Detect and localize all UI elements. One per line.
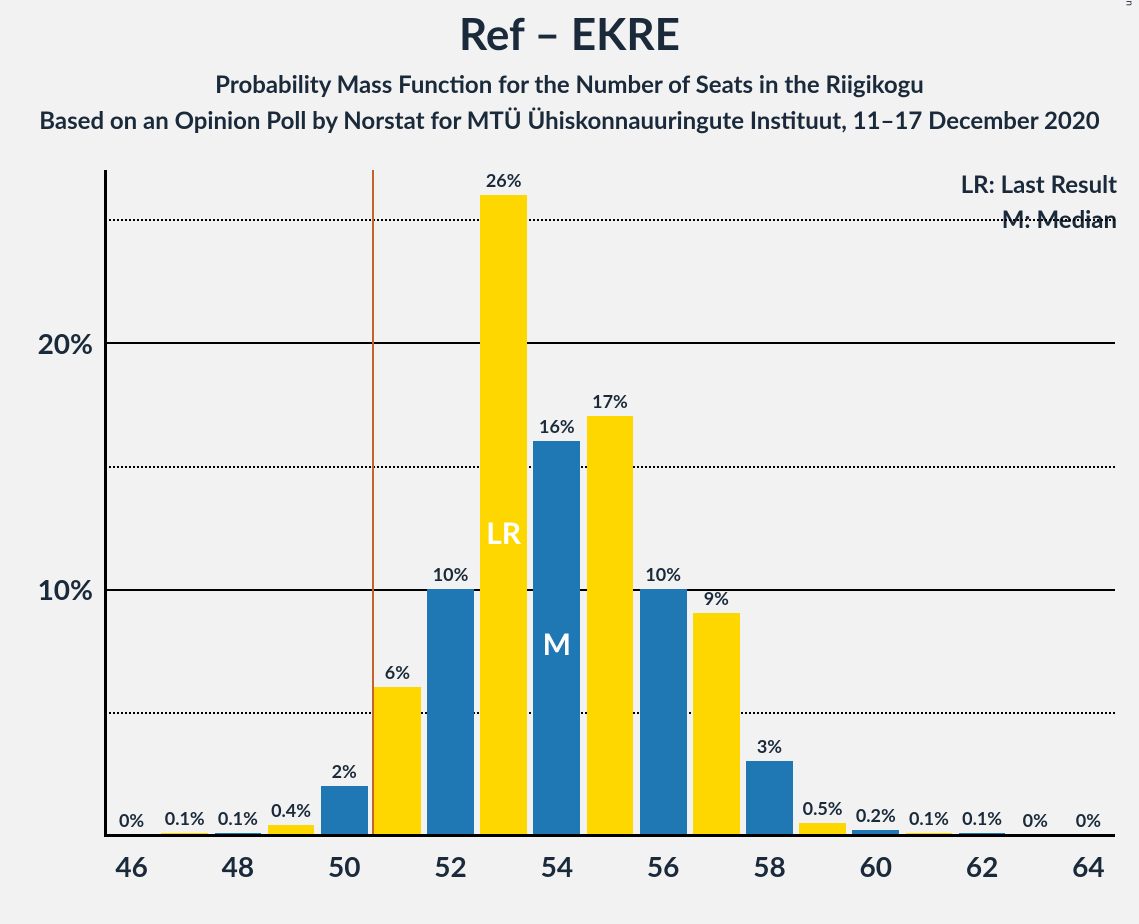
x-tick-label: 56 <box>637 849 690 883</box>
lr-marker: LR <box>480 515 527 551</box>
gridline-major <box>105 342 1115 344</box>
bar-value-label: 10% <box>421 563 479 585</box>
bar-value-label: 17% <box>581 390 639 412</box>
bar-value-label: 26% <box>474 169 532 191</box>
bar-value-label: 0.1% <box>953 807 1011 829</box>
bar <box>640 589 687 835</box>
bar-value-label: 10% <box>634 563 692 585</box>
bar-value-label: 9% <box>687 587 745 609</box>
x-tick-label: 50 <box>318 849 371 883</box>
bar-value-label: 3% <box>740 735 798 757</box>
x-tick-label: 60 <box>849 849 902 883</box>
bar-value-label: 0.4% <box>262 799 320 821</box>
bar-value-label: 0% <box>1059 809 1117 831</box>
x-axis <box>104 834 1115 837</box>
x-tick-label: 58 <box>743 849 796 883</box>
x-tick-label: 64 <box>1062 849 1115 883</box>
bar-value-label: 0.5% <box>793 797 851 819</box>
y-tick-label: 10% <box>38 572 93 606</box>
plot-area: 10%20%0%0.1%0.1%0.4%2%6%10%26%16%17%10%9… <box>105 170 1115 835</box>
bar-value-label: 0.1% <box>156 807 214 829</box>
chart-subtitle: Probability Mass Function for the Number… <box>0 70 1139 99</box>
chart-byline: Based on an Opinion Poll by Norstat for … <box>0 106 1139 135</box>
bar-value-label: 0.1% <box>900 807 958 829</box>
bar <box>693 613 740 835</box>
x-tick-label: 46 <box>105 849 158 883</box>
x-tick-label: 48 <box>211 849 264 883</box>
bar-value-label: 0% <box>1006 809 1064 831</box>
x-tick-label: 62 <box>956 849 1009 883</box>
bar-value-label: 2% <box>315 760 373 782</box>
x-tick-label: 54 <box>530 849 583 883</box>
y-tick-label: 20% <box>38 326 93 360</box>
x-tick-label: 52 <box>424 849 477 883</box>
copyright-text: © 2020 Filip van Laenen <box>1123 0 1135 6</box>
median-marker: M <box>533 626 580 662</box>
chart-title: Ref – EKRE <box>0 8 1139 60</box>
bar-value-label: 6% <box>368 661 426 683</box>
bar <box>746 761 793 835</box>
page-root: © 2020 Filip van Laenen Ref – EKRE Proba… <box>0 0 1139 924</box>
bar-value-label: 0% <box>102 809 160 831</box>
bar <box>587 416 634 835</box>
gridline-minor <box>105 219 1115 221</box>
bar-value-label: 16% <box>528 415 586 437</box>
bar <box>427 589 474 835</box>
bar-value-label: 0.1% <box>209 807 267 829</box>
bar <box>321 786 368 835</box>
bar <box>374 687 421 835</box>
bar-value-label: 0.2% <box>847 804 905 826</box>
y-axis <box>104 170 107 835</box>
